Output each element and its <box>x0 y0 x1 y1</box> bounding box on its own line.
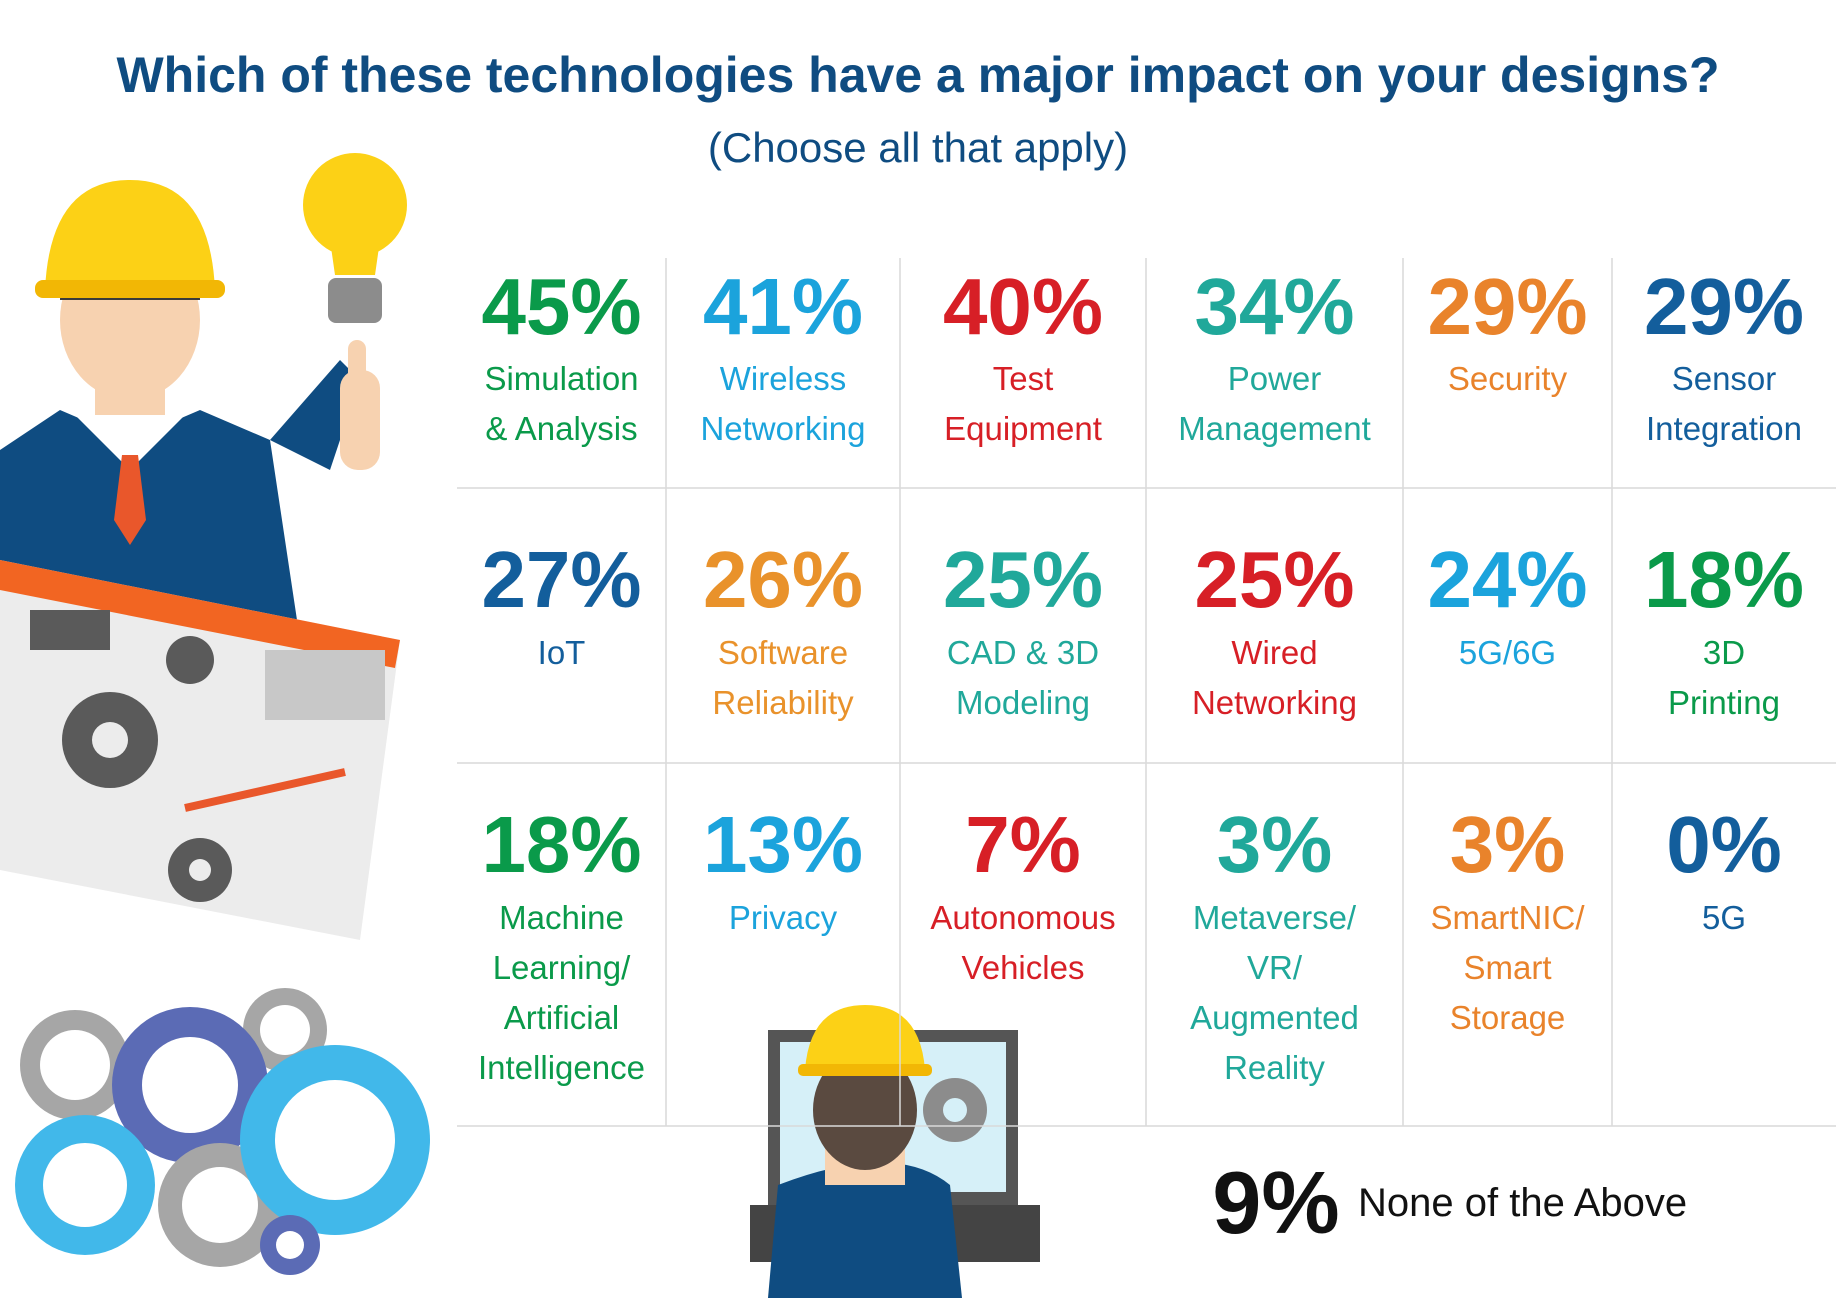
item-percent: 25% <box>1194 535 1354 624</box>
item-label: Management <box>1178 410 1371 447</box>
engineer-illustration <box>0 153 407 940</box>
item-percent: 29% <box>1427 262 1587 351</box>
item-label: 5G <box>1702 899 1746 936</box>
item-label: Reality <box>1224 1049 1325 1086</box>
item-percent: 40% <box>943 262 1103 351</box>
item-label: Learning/ <box>493 949 631 986</box>
item-label: Power <box>1228 360 1322 397</box>
item-label: 5G/6G <box>1459 634 1556 671</box>
item-label: VR/ <box>1247 949 1303 986</box>
item-label: SmartNIC/ <box>1430 899 1585 936</box>
grid-lines <box>457 258 1836 1127</box>
item-label: Integration <box>1646 410 1802 447</box>
item-label: Autonomous <box>930 899 1115 936</box>
item-label: Storage <box>1450 999 1566 1036</box>
item-percent: 25% <box>943 535 1103 624</box>
item-percent: 24% <box>1427 535 1587 624</box>
item-label: Modeling <box>956 684 1090 721</box>
item-percent: 3% <box>1217 800 1333 889</box>
item-percent: 3% <box>1450 800 1566 889</box>
item-label: Printing <box>1668 684 1780 721</box>
item-percent: 29% <box>1644 262 1804 351</box>
item-label: Networking <box>700 410 865 447</box>
item-label: Intelligence <box>478 1049 645 1086</box>
item-label: Augmented <box>1190 999 1359 1036</box>
item-label: IoT <box>538 634 586 671</box>
item-label: Equipment <box>944 410 1102 447</box>
item-label: Privacy <box>729 899 838 936</box>
subtitle: (Choose all that apply) <box>708 124 1128 171</box>
computer-user-illustration <box>750 1005 1040 1298</box>
item-label: Security <box>1448 360 1568 397</box>
item-percent: 27% <box>481 535 641 624</box>
gears-illustration <box>15 988 430 1275</box>
item-label: Test <box>993 360 1054 397</box>
item-percent: 45% <box>481 262 641 351</box>
item-percent: 13% <box>703 800 863 889</box>
item-percent: 34% <box>1194 262 1354 351</box>
items: 45% Simulation & Analysis 41% Wireless Networ… <box>478 262 1804 1086</box>
item-percent: 7% <box>965 800 1081 889</box>
item-label: Smart <box>1463 949 1551 986</box>
item-label: Metaverse/ <box>1193 899 1357 936</box>
item-label: Sensor <box>1672 360 1777 397</box>
item-label: Artificial <box>504 999 620 1036</box>
item-percent: 41% <box>703 262 863 351</box>
item-label: Machine <box>499 899 624 936</box>
title: Which of these technologies have a major… <box>116 47 1719 103</box>
item-label: 3D <box>1703 634 1745 671</box>
item-label: CAD & 3D <box>947 634 1099 671</box>
item-label: Networking <box>1192 684 1357 721</box>
none-label: None of the Above <box>1358 1181 1687 1225</box>
item-label: Wireless <box>720 360 847 397</box>
item-label: & Analysis <box>485 410 637 447</box>
item-label: Reliability <box>712 684 854 721</box>
item-label: Software <box>718 634 848 671</box>
item-percent: 0% <box>1666 800 1782 889</box>
item-label: Simulation <box>484 360 638 397</box>
none-percent: 9% <box>1212 1153 1339 1252</box>
item-label: Vehicles <box>962 949 1085 986</box>
item-percent: 18% <box>481 800 641 889</box>
item-percent: 18% <box>1644 535 1804 624</box>
item-percent: 26% <box>703 535 863 624</box>
item-label: Wired <box>1231 634 1317 671</box>
